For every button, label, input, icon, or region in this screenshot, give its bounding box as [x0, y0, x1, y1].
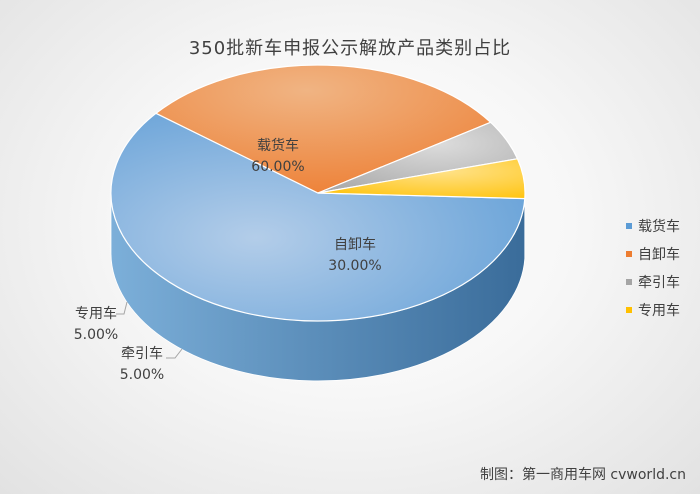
legend-label: 载货车 — [638, 219, 680, 235]
legend-marker — [626, 307, 632, 313]
legend-item-tractor: 牵引车 — [626, 268, 680, 296]
data-label-category: 专用车 — [75, 305, 117, 322]
legend-label: 牵引车 — [638, 275, 680, 291]
legend-label: 自卸车 — [638, 247, 680, 263]
data-label-category: 牵引车 — [121, 345, 163, 362]
slice-cargo-truck — [110, 112, 526, 322]
chart-credit: 制图：第一商用车网 cvworld.cn — [479, 467, 686, 483]
legend: 载货车 自卸车 牵引车 专用车 — [626, 212, 680, 324]
legend-item-cargo-truck: 载货车 — [626, 212, 680, 240]
legend-marker — [626, 223, 632, 229]
legend-label: 专用车 — [638, 303, 680, 319]
legend-item-dump-truck: 自卸车 — [626, 240, 680, 268]
slice-dump-truck — [154, 64, 492, 194]
data-label-category: 自卸车 — [334, 236, 376, 253]
data-label-value: 5.00% — [120, 367, 164, 383]
leader-line-special-vehicle — [116, 301, 128, 315]
leader-line-tractor — [166, 348, 183, 359]
chart-title: 350批新车申报公示解放产品类别占比 — [188, 38, 512, 59]
legend-marker — [626, 251, 632, 257]
data-label-category: 载货车 — [257, 137, 299, 154]
slice-special-vehicle — [317, 158, 526, 200]
data-label-value: 60.00% — [251, 159, 304, 175]
data-label-value: 30.00% — [328, 258, 381, 274]
legend-item-special-vehicle: 专用车 — [626, 296, 680, 324]
legend-marker — [626, 279, 632, 285]
data-label-value: 5.00% — [74, 327, 118, 343]
